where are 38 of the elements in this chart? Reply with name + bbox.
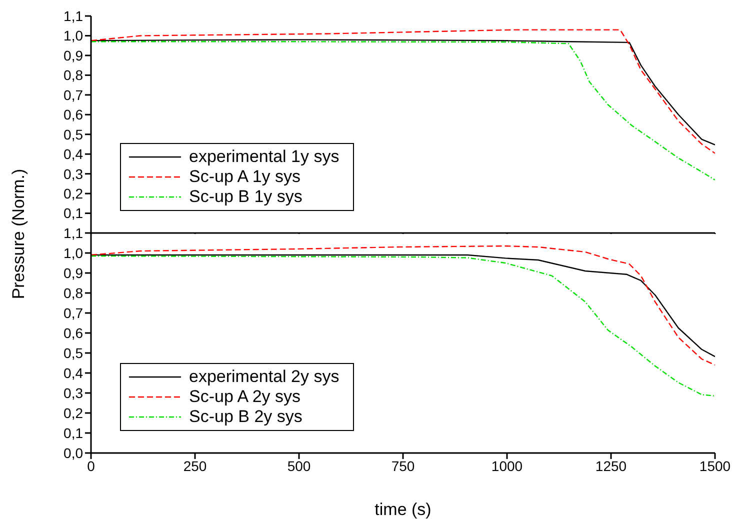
y-tick-label: 1,1 bbox=[64, 224, 84, 241]
y-tick-label: 0,7 bbox=[64, 86, 84, 103]
y-tick-label: 0,6 bbox=[64, 324, 84, 341]
y-tick-label: 0,1 bbox=[64, 205, 84, 222]
y-axis-title: Pressure (Norm.) bbox=[9, 168, 28, 300]
y-tick-label: 0,6 bbox=[64, 106, 84, 123]
y-tick-label: 0,5 bbox=[64, 126, 84, 142]
y-tick-label: 0,7 bbox=[64, 304, 84, 321]
legend-label: experimental 1y sys bbox=[189, 147, 340, 167]
x-tick-label: 500 bbox=[287, 458, 311, 474]
x-axis-title: time (s) bbox=[374, 500, 432, 519]
legend-label: Sc-up B 2y sys bbox=[189, 407, 302, 427]
x-tick-label: 0 bbox=[87, 458, 96, 474]
y-tick-label: 0,5 bbox=[64, 344, 84, 361]
y-tick-label: 0,4 bbox=[64, 364, 84, 381]
legend-label: Sc-up A 1y sys bbox=[189, 167, 300, 187]
y-tick-label: 0,3 bbox=[64, 166, 84, 182]
y-tick-label: 0,2 bbox=[64, 404, 84, 421]
x-tick-label: 1250 bbox=[595, 458, 627, 474]
y-tick-label: 0,3 bbox=[64, 384, 84, 401]
y-tick-label: 0,8 bbox=[64, 284, 84, 301]
y-tick-label: 0,9 bbox=[64, 47, 84, 64]
y-tick-label: 0,4 bbox=[64, 146, 84, 162]
y-tick-label: 0,0 bbox=[64, 444, 84, 461]
legend-label: Sc-up B 1y sys bbox=[189, 187, 302, 207]
y-tick-label: 0,2 bbox=[64, 186, 84, 202]
legend-label: experimental 2y sys bbox=[189, 367, 340, 387]
x-tick-label: 1000 bbox=[491, 458, 523, 474]
x-tick-label: 250 bbox=[183, 458, 207, 474]
x-tick-label: 750 bbox=[391, 458, 415, 474]
y-tick-label: 1,0 bbox=[64, 244, 84, 261]
y-tick-label: 1,0 bbox=[64, 28, 84, 44]
legend-label: Sc-up A 2y sys bbox=[189, 387, 300, 407]
y-tick-label: 0,1 bbox=[64, 424, 84, 441]
x-tick-label: 1500 bbox=[699, 458, 731, 474]
y-tick-label: 0,8 bbox=[64, 67, 84, 84]
y-tick-label: 1,1 bbox=[64, 8, 84, 24]
y-tick-label: 0,9 bbox=[64, 264, 84, 281]
